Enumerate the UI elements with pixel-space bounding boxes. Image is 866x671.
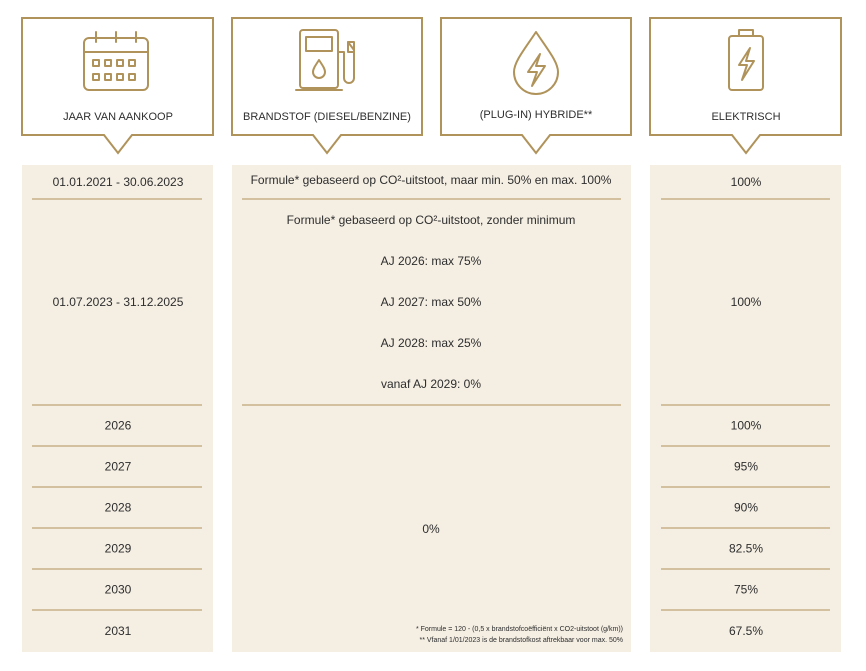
icon-fuel-pump	[295, 29, 355, 91]
cell-text: 82.5%	[729, 542, 763, 556]
cell-text: vanaf AJ 2029: 0%	[381, 377, 481, 391]
header-label: JAAR VAN AANKOOP	[63, 111, 173, 123]
cell-text: AJ 2027: max 50%	[381, 295, 482, 309]
header-label: BRANDSTOF (DIESEL/BENZINE)	[243, 111, 411, 123]
column-bg	[22, 165, 213, 652]
cell-text: 2026	[105, 419, 132, 433]
header-box	[649, 17, 842, 155]
cell-text: 2031	[105, 624, 132, 638]
cell-text: 2028	[105, 501, 132, 515]
cell-text: 01.07.2023 - 31.12.2025	[53, 295, 184, 309]
cell-text: 2027	[105, 460, 132, 474]
column-bg	[232, 165, 631, 652]
cell-text: 67.5%	[729, 624, 763, 638]
cell-text: 0%	[422, 522, 440, 536]
footnote: * Formule = 120 - (0,5 x brandstofcoëffi…	[416, 626, 623, 633]
cell-text: 100%	[731, 295, 762, 309]
cell-text: 90%	[734, 501, 758, 515]
icon-hybrid-drop	[513, 31, 559, 95]
cell-text: 01.01.2021 - 30.06.2023	[53, 175, 184, 189]
icon-calendar	[83, 31, 149, 91]
cell-text: Formule* gebaseerd op CO²-uitstoot, maar…	[251, 173, 612, 187]
cell-text: 2030	[105, 583, 132, 597]
header-boxes	[21, 17, 842, 155]
header-box	[440, 17, 632, 155]
cell-text: AJ 2026: max 75%	[381, 254, 482, 268]
header-label: ELEKTRISCH	[711, 111, 780, 123]
cell-text: 100%	[731, 419, 762, 433]
header-box	[21, 17, 214, 155]
cell-text: Formule* gebaseerd op CO²-uitstoot, zond…	[287, 213, 576, 227]
cell-text: 75%	[734, 583, 758, 597]
cell-text: 100%	[731, 175, 762, 189]
column-bg	[650, 165, 841, 652]
footnote: ** Vfanaf 1/01/2023 is de brandstofkost …	[419, 637, 623, 644]
cell-text: 2029	[105, 542, 132, 556]
header-box	[231, 17, 423, 155]
cell-text: AJ 2028: max 25%	[381, 336, 482, 350]
icon-battery	[728, 29, 764, 91]
header-label: (PLUG-IN) HYBRIDE**	[480, 109, 593, 121]
cell-text: 95%	[734, 460, 758, 474]
